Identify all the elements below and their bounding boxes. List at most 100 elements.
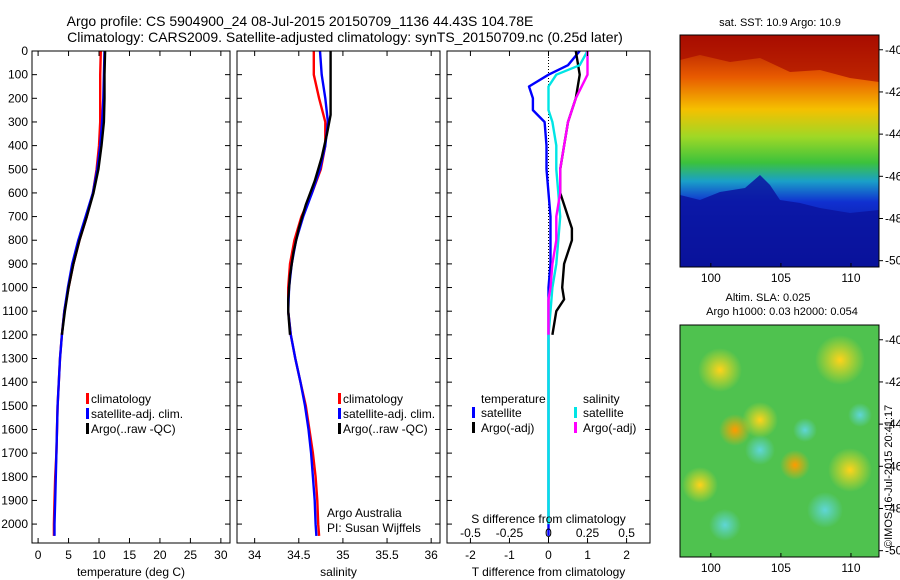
sst-front [680,175,879,267]
series-line [551,50,581,335]
legend-label-satellite: satellite-adj. clim. [343,407,435,421]
y-tick-label: 1800 [1,470,28,484]
x2-tick-label: -0.25 [496,526,524,540]
lon-tick-label: 100 [701,561,721,575]
sla-high-blob [719,414,751,446]
x2-axis-label: S difference from climatology [471,512,626,526]
lat-tick-label: -44 [885,417,900,431]
legend-label-t-satellite: satellite [481,406,522,420]
series-line [52,50,102,536]
panel-frame [236,50,441,544]
legend-swatch-satellite [86,408,89,419]
legend-swatch-climatology [338,393,341,404]
x2-tick-label: 0.25 [576,526,600,540]
lat-tick-label: -42 [885,85,900,99]
x2-tick-label: -0.5 [460,526,481,540]
lon-tick-label: 105 [771,561,791,575]
x-axis-label: temperature (deg C) [77,565,185,579]
sla-low-blob [848,403,872,427]
salinity-panel: 34 34.5 35 35.5 36 salinity [236,50,441,579]
y-tick-label: 2000 [1,517,28,531]
sla-map [679,324,880,558]
legend-label-argo: Argo(..raw -QC) [343,422,428,436]
x-tick-label: 25 [184,548,198,562]
y-tick-label: 1100 [2,304,28,318]
legend-head-temperature: temperature [481,392,546,406]
lon-tick-label: 110 [841,271,860,285]
lat-tick-label: -40 [885,43,900,57]
sst-warm-band [680,35,879,82]
sla-high-blob [828,448,872,492]
sst-map-frame [679,34,880,268]
series-line [287,51,332,335]
x-tick-label: 34 [248,548,262,562]
x-tick-label: -2 [465,548,476,562]
legend-label-climatology: climatology [91,392,151,406]
sst-map-title: sat. SST: 10.9 Argo: 10.9 [719,17,841,29]
x-tick-label: -1 [504,548,515,562]
lat-tick-label: -48 [885,501,900,515]
legend-swatch-s-argo [574,422,577,433]
legend-label-climatology: climatology [343,392,403,406]
y-tick-label: 1700 [1,446,28,460]
sst-map-ticks: -40 -42 -44 -46 -48 -50 100 105 110 [701,43,900,285]
sla-map-ticks: -40 -42 -44 -46 -48 -50 100 105 110 [701,333,900,575]
sla-high-blob [780,450,810,480]
sla-low-blob [793,418,817,442]
y-tick-label: 1300 [1,352,28,366]
lon-tick-label: 100 [701,271,721,285]
x-tick-label: 0 [545,548,552,562]
legend-label-s-argo: Argo(-adj) [583,421,636,435]
y-tick-label: 800 [8,233,28,247]
series-line [287,50,330,536]
sla-low-blob [709,509,741,541]
x-tick-label: 1 [584,548,591,562]
lat-tick-label: -40 [885,333,900,347]
series-line [53,50,106,536]
sla-high-blob [742,402,778,438]
sst-map [679,34,880,268]
legend-swatch-satellite [338,408,341,419]
legend-swatch-argo [338,423,341,434]
sla-low-blob [807,492,843,528]
x-axis-label: salinity [320,565,357,579]
difference-panel: -2 -1 0 1 2 -0.5 -0.25 0 0.25 0.5S difference fro… [446,50,651,579]
y-tick-label: 1400 [1,375,28,389]
lat-tick-label: -50 [885,544,900,558]
x-tick-label: 0 [35,548,42,562]
legend-swatch-t-satellite [472,407,475,418]
imos-credit: ©IMOS 16-Jul-2015 20:41:17 [883,405,895,548]
lat-tick-label: -42 [885,375,900,389]
x2-tick-label: 0 [545,526,552,540]
y-tick-label: 1600 [1,422,28,436]
sla-high-blob [698,348,742,392]
sla-map-title-line-1: Altim. SLA: 0.025 [726,292,811,304]
x-tick-label: 36 [424,548,438,562]
legend-swatch-s-satellite [574,407,577,418]
series-line [60,50,107,335]
sla-map-frame [679,324,880,558]
x-tick-label: 30 [214,548,228,562]
lat-tick-label: -46 [885,459,900,473]
x-tick-label: 35.5 [375,548,399,562]
x-tick-label: 2 [623,548,630,562]
lon-tick-label: 105 [771,271,791,285]
lat-tick-label: -44 [885,127,900,141]
x-tick-label: 10 [92,548,106,562]
lat-tick-label: -46 [885,169,900,183]
difference-legend: temperature salinity satellite Argo(-adj… [472,392,636,435]
series-line [287,51,327,536]
legend-swatch-t-argo [472,422,475,433]
series-line [547,50,589,525]
legend-label-argo: Argo(..raw -QC) [91,422,176,436]
panel-frame [31,50,231,544]
sla-map-title-line-2: Argo h1000: 0.03 h2000: 0.054 [706,306,858,318]
y-tick-label: 400 [8,139,28,153]
x-tick-label: 35 [336,548,350,562]
series-line [527,50,581,536]
title-line-2: Climatology: CARS2009. Satellite-adjuste… [67,29,623,45]
x-tick-label: 15 [123,548,137,562]
temperature-panel: 0 5 10 15 20 25 30 temperature (deg C) 0 100 200 30… [1,44,231,579]
legend-head-salinity: salinity [583,392,620,406]
